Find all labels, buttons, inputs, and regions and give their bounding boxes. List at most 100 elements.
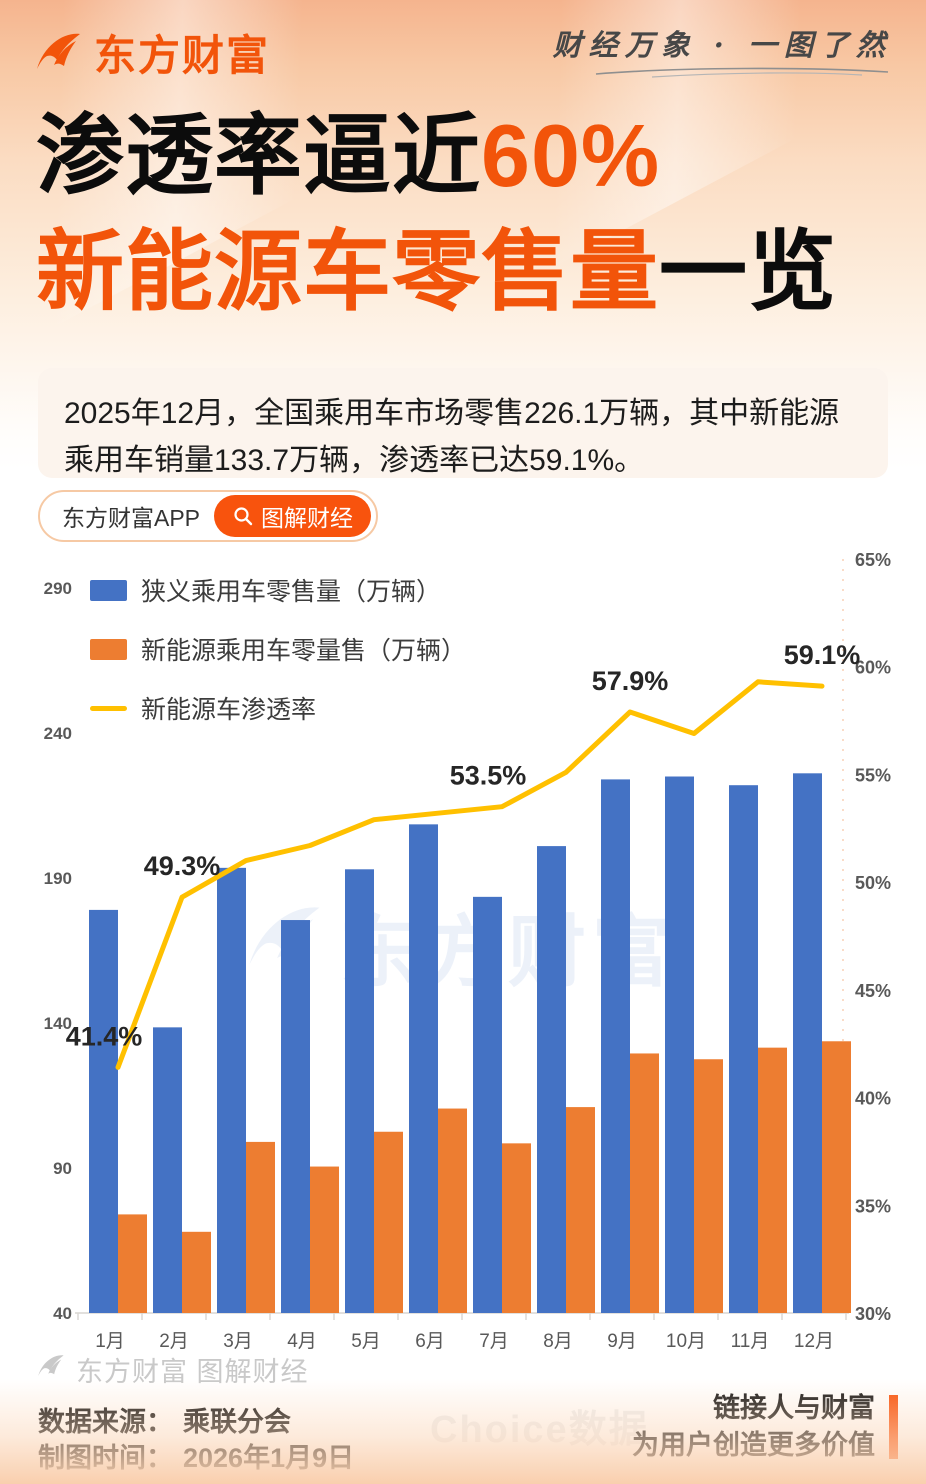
bar-total-retail [793, 773, 822, 1313]
left-axis-label: 40 [53, 1304, 72, 1323]
chart-section: 东方财富 290 240 190 140 90 40 65% 60% 55% 50% 45% 40% 3… [0, 550, 926, 1350]
right-axis-label: 55% [855, 765, 891, 785]
penetration-point-label: 59.1% [784, 640, 861, 670]
penetration-line [115, 679, 825, 1070]
bar-nev-retail [502, 1143, 531, 1313]
right-axis-label: 35% [855, 1196, 891, 1216]
x-axis-label: 4月 [287, 1331, 317, 1350]
app-name: 东方财富APP [62, 505, 201, 531]
brand-slogan: 链接人与财富 为用户创造更多价值 [632, 1390, 898, 1464]
title-1-black: 渗透率逼近 [36, 106, 482, 205]
bar-total-retail [473, 896, 502, 1313]
search-icon [232, 505, 254, 527]
legend-swatch-orange [90, 638, 127, 660]
bar-nev-retail [374, 1131, 403, 1313]
x-axis-label: 5月 [351, 1331, 381, 1350]
bar-total-retail [281, 920, 310, 1313]
bar-total-retail [345, 869, 374, 1313]
title-2-black: 一览 [659, 222, 838, 321]
bar-nev-retail [566, 1107, 595, 1313]
right-axis-label: 40% [855, 1089, 891, 1109]
penetration-point-label: 53.5% [450, 761, 527, 791]
x-axis-label: 12月 [794, 1331, 834, 1350]
bar-nev-retail [630, 1053, 659, 1313]
app-banner: 东方财富APP 图解财经 [38, 490, 379, 542]
x-axis-label: 1月 [95, 1331, 125, 1350]
bar-total-retail [665, 776, 694, 1313]
x-axis-label: 6月 [415, 1331, 445, 1350]
legend-label: 新能源车渗透率 [141, 696, 317, 724]
right-axis-label: 65% [855, 550, 891, 570]
tagline-wrap: 财经万象 · 一图了然 [553, 22, 892, 83]
tagline: 财经万象 · 一图了然 [552, 27, 892, 62]
x-axis-label: 11月 [731, 1331, 770, 1350]
brand-logo: 东方财富 [30, 22, 270, 83]
slogan-accent-bar [889, 1395, 898, 1459]
penetration-point-label: 41.4% [66, 1021, 143, 1051]
footer-swoosh-icon [34, 1350, 66, 1389]
legend-swatch-blue [90, 579, 127, 601]
x-axis-label: 7月 [479, 1331, 509, 1350]
slogan-line-1: 链接人与财富 [713, 1393, 875, 1423]
x-axis-label: 10月 [666, 1331, 706, 1350]
left-axis-label: 290 [44, 579, 72, 598]
footer-watermark-text: 东方财富 图解财经 [76, 1357, 309, 1387]
bar-nev-retail [438, 1108, 467, 1313]
title-1-orange: 60% [481, 106, 661, 205]
legend-label: 新能源乘用车零量售（万辆） [141, 637, 467, 665]
legend-item-total-retail: 狭义乘用车零售量（万辆） [90, 572, 466, 608]
bar-nev-retail [182, 1231, 211, 1313]
chart-legend: 狭义乘用车零售量（万辆） 新能源乘用车零量售（万辆） 新能源车渗透率 [90, 572, 466, 726]
left-axis-label: 90 [53, 1159, 72, 1178]
data-source-value: 乘联分会 [183, 1407, 291, 1437]
chart-date-value: 2026年1月9日 [183, 1443, 355, 1473]
tagline-underline [595, 67, 889, 78]
slogan-line-2: 为用户创造更多价值 [632, 1430, 875, 1460]
combo-chart: 290 240 190 140 90 40 65% 60% 55% 50% 45% 40% 35% 30%… [44, 550, 891, 1350]
bar-nev-retail [758, 1047, 787, 1313]
bar-total-retail [217, 867, 246, 1313]
x-axis-label: 8月 [543, 1331, 573, 1350]
title-line-2: 新能源车零售量一览 [36, 228, 896, 316]
choice-watermark: Choice数据 [430, 1409, 649, 1451]
left-axis-label: 140 [44, 1014, 72, 1033]
bar-total-retail [409, 824, 438, 1313]
x-axis-label: 3月 [223, 1331, 253, 1350]
data-source-label: 数据来源： [38, 1407, 173, 1437]
legend-item-nev-retail: 新能源乘用车零量售（万辆） [90, 631, 466, 667]
title-line-1: 渗透率逼近60% [36, 112, 896, 200]
bar-total-retail [89, 909, 118, 1313]
legend-swatch-line [90, 705, 127, 711]
right-axis-label: 30% [855, 1304, 891, 1324]
chart-finance-button[interactable]: 图解财经 [214, 495, 372, 537]
bar-total-retail [537, 846, 566, 1313]
chart-date-row: 制图时间： 2026年1月9日 [38, 1436, 354, 1475]
penetration-point-label: 49.3% [144, 851, 221, 881]
title-block: 渗透率逼近60% 新能源车零售量一览 [36, 112, 896, 344]
legend-item-penetration: 新能源车渗透率 [90, 690, 466, 726]
brand-name: 东方财富 [94, 31, 271, 79]
bar-total-retail [153, 1027, 182, 1313]
brand-swoosh-icon [30, 25, 84, 79]
bar-total-retail [729, 785, 758, 1313]
penetration-point-label: 57.9% [592, 666, 669, 696]
title-2-orange: 新能源车零售量 [36, 222, 660, 321]
x-axis-label: 2月 [159, 1331, 189, 1350]
left-axis-label: 190 [44, 869, 72, 888]
x-axis-label: 9月 [607, 1331, 637, 1350]
chart-date-label: 制图时间： [38, 1443, 173, 1473]
chart-finance-button-label: 图解财经 [261, 505, 354, 531]
bar-nev-retail [310, 1166, 339, 1313]
right-axis-label: 50% [855, 873, 891, 893]
bar-nev-retail [822, 1041, 851, 1313]
bar-nev-retail [118, 1214, 147, 1313]
footer-watermark: 东方财富 图解财经 [34, 1350, 309, 1389]
description-text: 2025年12月，全国乘用车市场零售226.1万辆，其中新能源乘用车销量133.… [64, 397, 840, 477]
bar-nev-retail [246, 1141, 275, 1313]
bar-nev-retail [694, 1059, 723, 1313]
right-axis-label: 45% [855, 981, 891, 1001]
legend-label: 狭义乘用车零售量（万辆） [141, 578, 442, 606]
description-card: 2025年12月，全国乘用车市场零售226.1万辆，其中新能源乘用车销量133.… [38, 368, 888, 478]
bar-total-retail [601, 779, 630, 1313]
